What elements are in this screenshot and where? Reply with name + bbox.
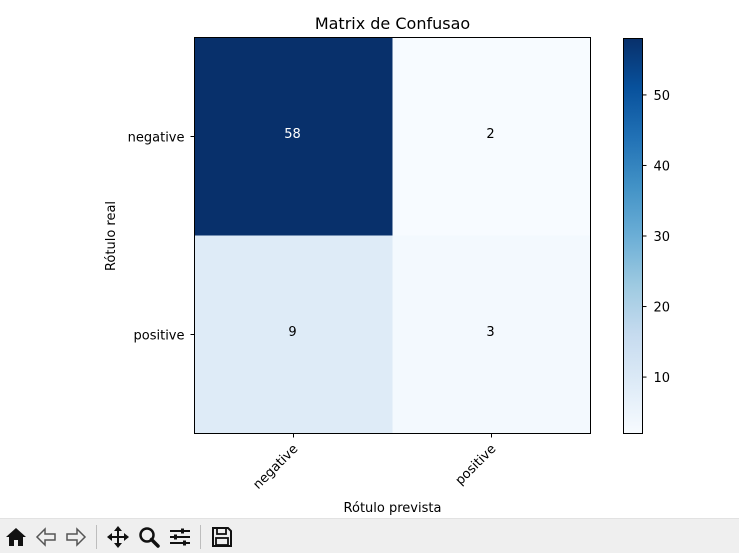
colorbar [623,38,643,434]
x-tick-label: negative [251,442,302,493]
confusion-matrix-chart: Matrix de Confusao 58 2 9 3 negative positiv… [104,14,671,516]
home-icon [6,528,26,546]
plot-frame [194,37,591,434]
x-axis-label: Rótulo prevista [344,501,442,516]
pan-button[interactable] [105,524,131,550]
forward-arrow-icon [66,527,87,547]
colorbar-tick-label: 20 [654,301,671,316]
navigation-toolbar [0,518,739,553]
cell-value-label: 58 [284,127,301,142]
chart-title: Matrix de Confusao [315,14,470,33]
heatmap-cell [194,235,393,434]
configure-subplots-icon [170,528,190,546]
x-tick-label: positive [453,442,500,489]
save-button[interactable] [209,524,235,550]
figure: Matrix de Confusao 58 2 9 3 negative positiv… [104,14,671,516]
cell-value-label: 3 [486,325,494,340]
colorbar-tick-label: 40 [654,159,671,174]
y-tick-label: positive [134,329,185,344]
back-button[interactable] [33,524,59,550]
zoom-button[interactable] [136,524,162,550]
cell-value-label: 2 [486,127,494,142]
colorbar-tick-label: 10 [654,371,671,386]
y-tick-label: negative [128,131,185,146]
y-axis-label: Rótulo real [104,201,119,271]
toolbar-separator [200,525,201,549]
heatmap-cell [392,235,591,434]
zoom-icon [139,527,160,548]
colorbar-tick-label: 30 [654,230,671,245]
heatmap-cell [194,37,393,236]
cell-value-label: 9 [288,325,296,340]
pan-icon [107,526,129,548]
back-arrow-icon [35,527,56,547]
save-icon [212,527,232,547]
configure-subplots-button[interactable] [167,524,193,550]
home-button[interactable] [3,524,29,550]
heatmap-cell [392,37,591,236]
forward-button[interactable] [63,524,89,550]
colorbar-tick-label: 50 [654,89,671,104]
toolbar-separator [96,525,97,549]
